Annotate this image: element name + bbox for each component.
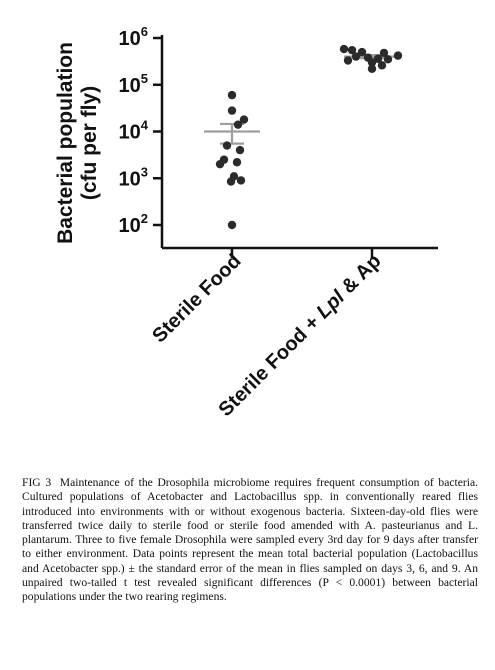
figure-caption: FIG 3 Maintenance of the Drosophila micr… <box>22 476 478 605</box>
y-axis-label-line2: (cfu per fly) <box>78 86 101 200</box>
data-point <box>232 158 242 167</box>
data-points <box>215 44 403 230</box>
data-point <box>227 106 237 115</box>
data-point <box>379 48 389 58</box>
y-tick-label: 105 <box>119 71 148 97</box>
data-point <box>226 177 236 186</box>
data-point <box>227 220 237 230</box>
data-point <box>347 45 357 55</box>
caption-text: Maintenance of the Drosophila microbiome… <box>22 476 478 604</box>
y-tick-label: 106 <box>119 24 148 50</box>
data-point <box>215 159 225 169</box>
category-label-sterile-food-lpl-ap: Sterile Food + Lpl & Ap <box>215 250 386 421</box>
y-tick-label: 103 <box>119 164 148 190</box>
data-point <box>367 58 377 67</box>
data-point <box>377 61 387 70</box>
figure-number: FIG 3 <box>22 476 52 489</box>
data-point <box>383 55 393 64</box>
y-tick-label: 102 <box>119 211 148 237</box>
data-point <box>373 54 383 63</box>
chart-svg: Bacterial population (cfu per fly) Steri… <box>54 24 438 421</box>
data-point <box>233 120 243 129</box>
data-point <box>393 51 403 60</box>
data-point <box>351 52 361 61</box>
data-point <box>339 44 349 54</box>
category-label-sterile-food: Sterile Food <box>148 250 245 347</box>
chart-figure: Bacterial population (cfu per fly) Steri… <box>54 24 438 421</box>
y-ticks: 102 103 104 105 106 <box>119 24 162 237</box>
data-point <box>357 47 367 57</box>
y-axis-label-line1: Bacterial population <box>54 42 77 244</box>
data-point <box>367 64 377 73</box>
data-point <box>227 90 237 100</box>
data-point <box>235 145 245 155</box>
data-point <box>239 115 249 124</box>
y-tick-label: 104 <box>119 118 149 144</box>
data-point <box>343 56 353 65</box>
data-point <box>222 141 232 150</box>
data-point <box>236 176 246 185</box>
